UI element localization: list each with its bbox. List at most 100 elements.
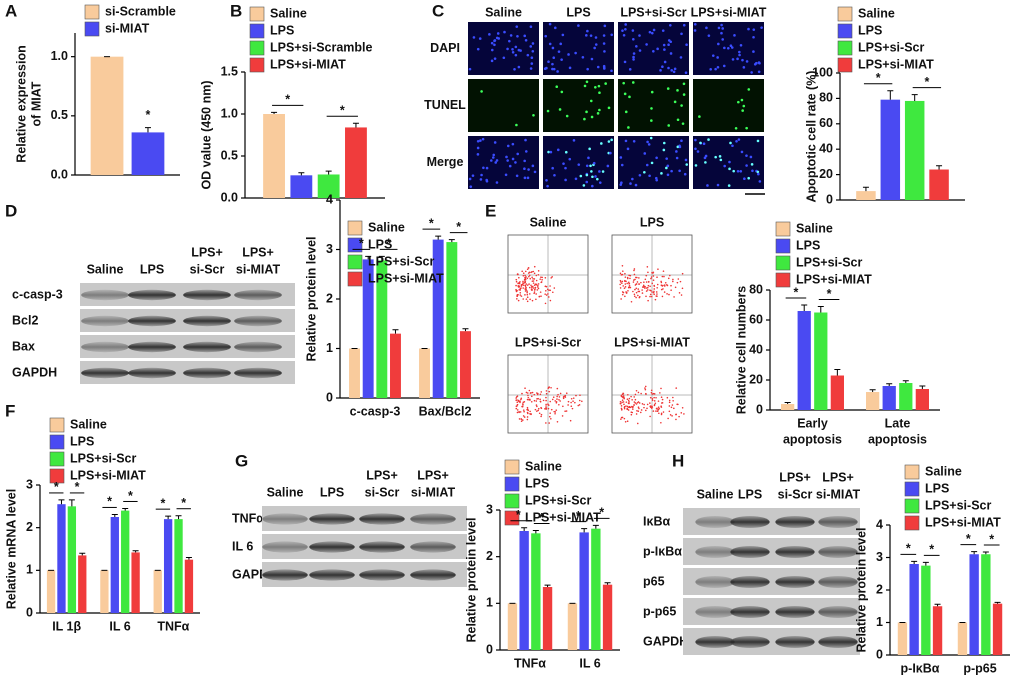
cell (634, 45, 638, 48)
cell (515, 174, 519, 178)
bar (163, 519, 173, 613)
event (533, 265, 536, 268)
event (661, 275, 664, 278)
cell (594, 175, 597, 178)
legend-label: LPS+si-Scr (858, 40, 924, 54)
event (627, 406, 630, 409)
cell (468, 177, 472, 181)
bar (957, 622, 968, 655)
y-tick-label: 4 (326, 192, 333, 206)
event (556, 398, 558, 400)
cell (683, 172, 687, 176)
cell (511, 142, 515, 146)
cell (656, 47, 659, 51)
event (654, 402, 657, 405)
event (521, 405, 523, 408)
blot-band (730, 546, 770, 558)
event (681, 287, 684, 290)
event (621, 264, 624, 267)
cell (684, 71, 688, 75)
event (524, 290, 527, 292)
event (550, 277, 552, 279)
cell (559, 42, 563, 46)
error-bar (869, 389, 876, 392)
significance: * (75, 480, 80, 494)
event (668, 405, 671, 407)
cell (548, 42, 552, 46)
event (520, 420, 523, 422)
event (656, 283, 659, 286)
event (652, 410, 655, 412)
event (627, 281, 630, 284)
event (635, 389, 638, 392)
cell (645, 163, 649, 167)
event (526, 416, 529, 418)
event (572, 400, 574, 402)
cell (734, 126, 738, 130)
blot-band (359, 513, 405, 525)
cell (547, 60, 550, 64)
error-bar (132, 550, 139, 553)
event (524, 288, 527, 290)
x-tick-label: p-IκBα (901, 661, 940, 675)
event (647, 284, 650, 287)
event (567, 400, 570, 403)
event (633, 268, 636, 270)
event (571, 407, 574, 410)
event (645, 295, 647, 298)
event (660, 288, 663, 291)
event (526, 290, 528, 292)
cell (603, 24, 607, 28)
event (649, 285, 651, 288)
y-tick-label: 0 (26, 605, 33, 619)
event (628, 397, 631, 400)
cell (488, 33, 491, 36)
cell (597, 84, 601, 88)
event (524, 280, 526, 282)
cell (740, 98, 744, 102)
cell (752, 28, 756, 31)
event (515, 280, 518, 283)
cell (650, 90, 654, 94)
event (651, 399, 654, 402)
event (669, 414, 672, 416)
event (660, 405, 662, 407)
event (529, 410, 531, 413)
significance: * (966, 532, 971, 546)
cell (698, 115, 701, 118)
event (532, 287, 535, 289)
cell (610, 138, 613, 142)
cell (564, 150, 568, 154)
blot-band (695, 606, 735, 618)
cell (551, 166, 554, 170)
cell (638, 173, 642, 177)
bar (174, 519, 183, 613)
legend-swatch (775, 238, 791, 254)
event (544, 276, 547, 279)
micrograph (618, 79, 689, 132)
cell (565, 114, 569, 118)
event (526, 293, 529, 296)
cell (482, 166, 485, 170)
event (634, 278, 636, 281)
y-tick-label: 4 (876, 517, 883, 531)
cell (591, 184, 594, 188)
error-bar (532, 530, 539, 534)
event (661, 398, 664, 401)
event (656, 293, 658, 295)
blot-band (128, 367, 176, 379)
event (671, 415, 673, 417)
event (516, 405, 518, 407)
cell (756, 170, 760, 174)
x-tick-label: apoptosis (868, 432, 927, 446)
cell (602, 34, 606, 37)
significance: * (576, 509, 581, 523)
event (633, 295, 636, 298)
y-tick-label: 0 (826, 192, 833, 206)
event (653, 393, 656, 395)
legend-swatch (347, 254, 363, 270)
cell (682, 93, 686, 96)
blot-band (81, 341, 129, 353)
cell (721, 38, 724, 41)
